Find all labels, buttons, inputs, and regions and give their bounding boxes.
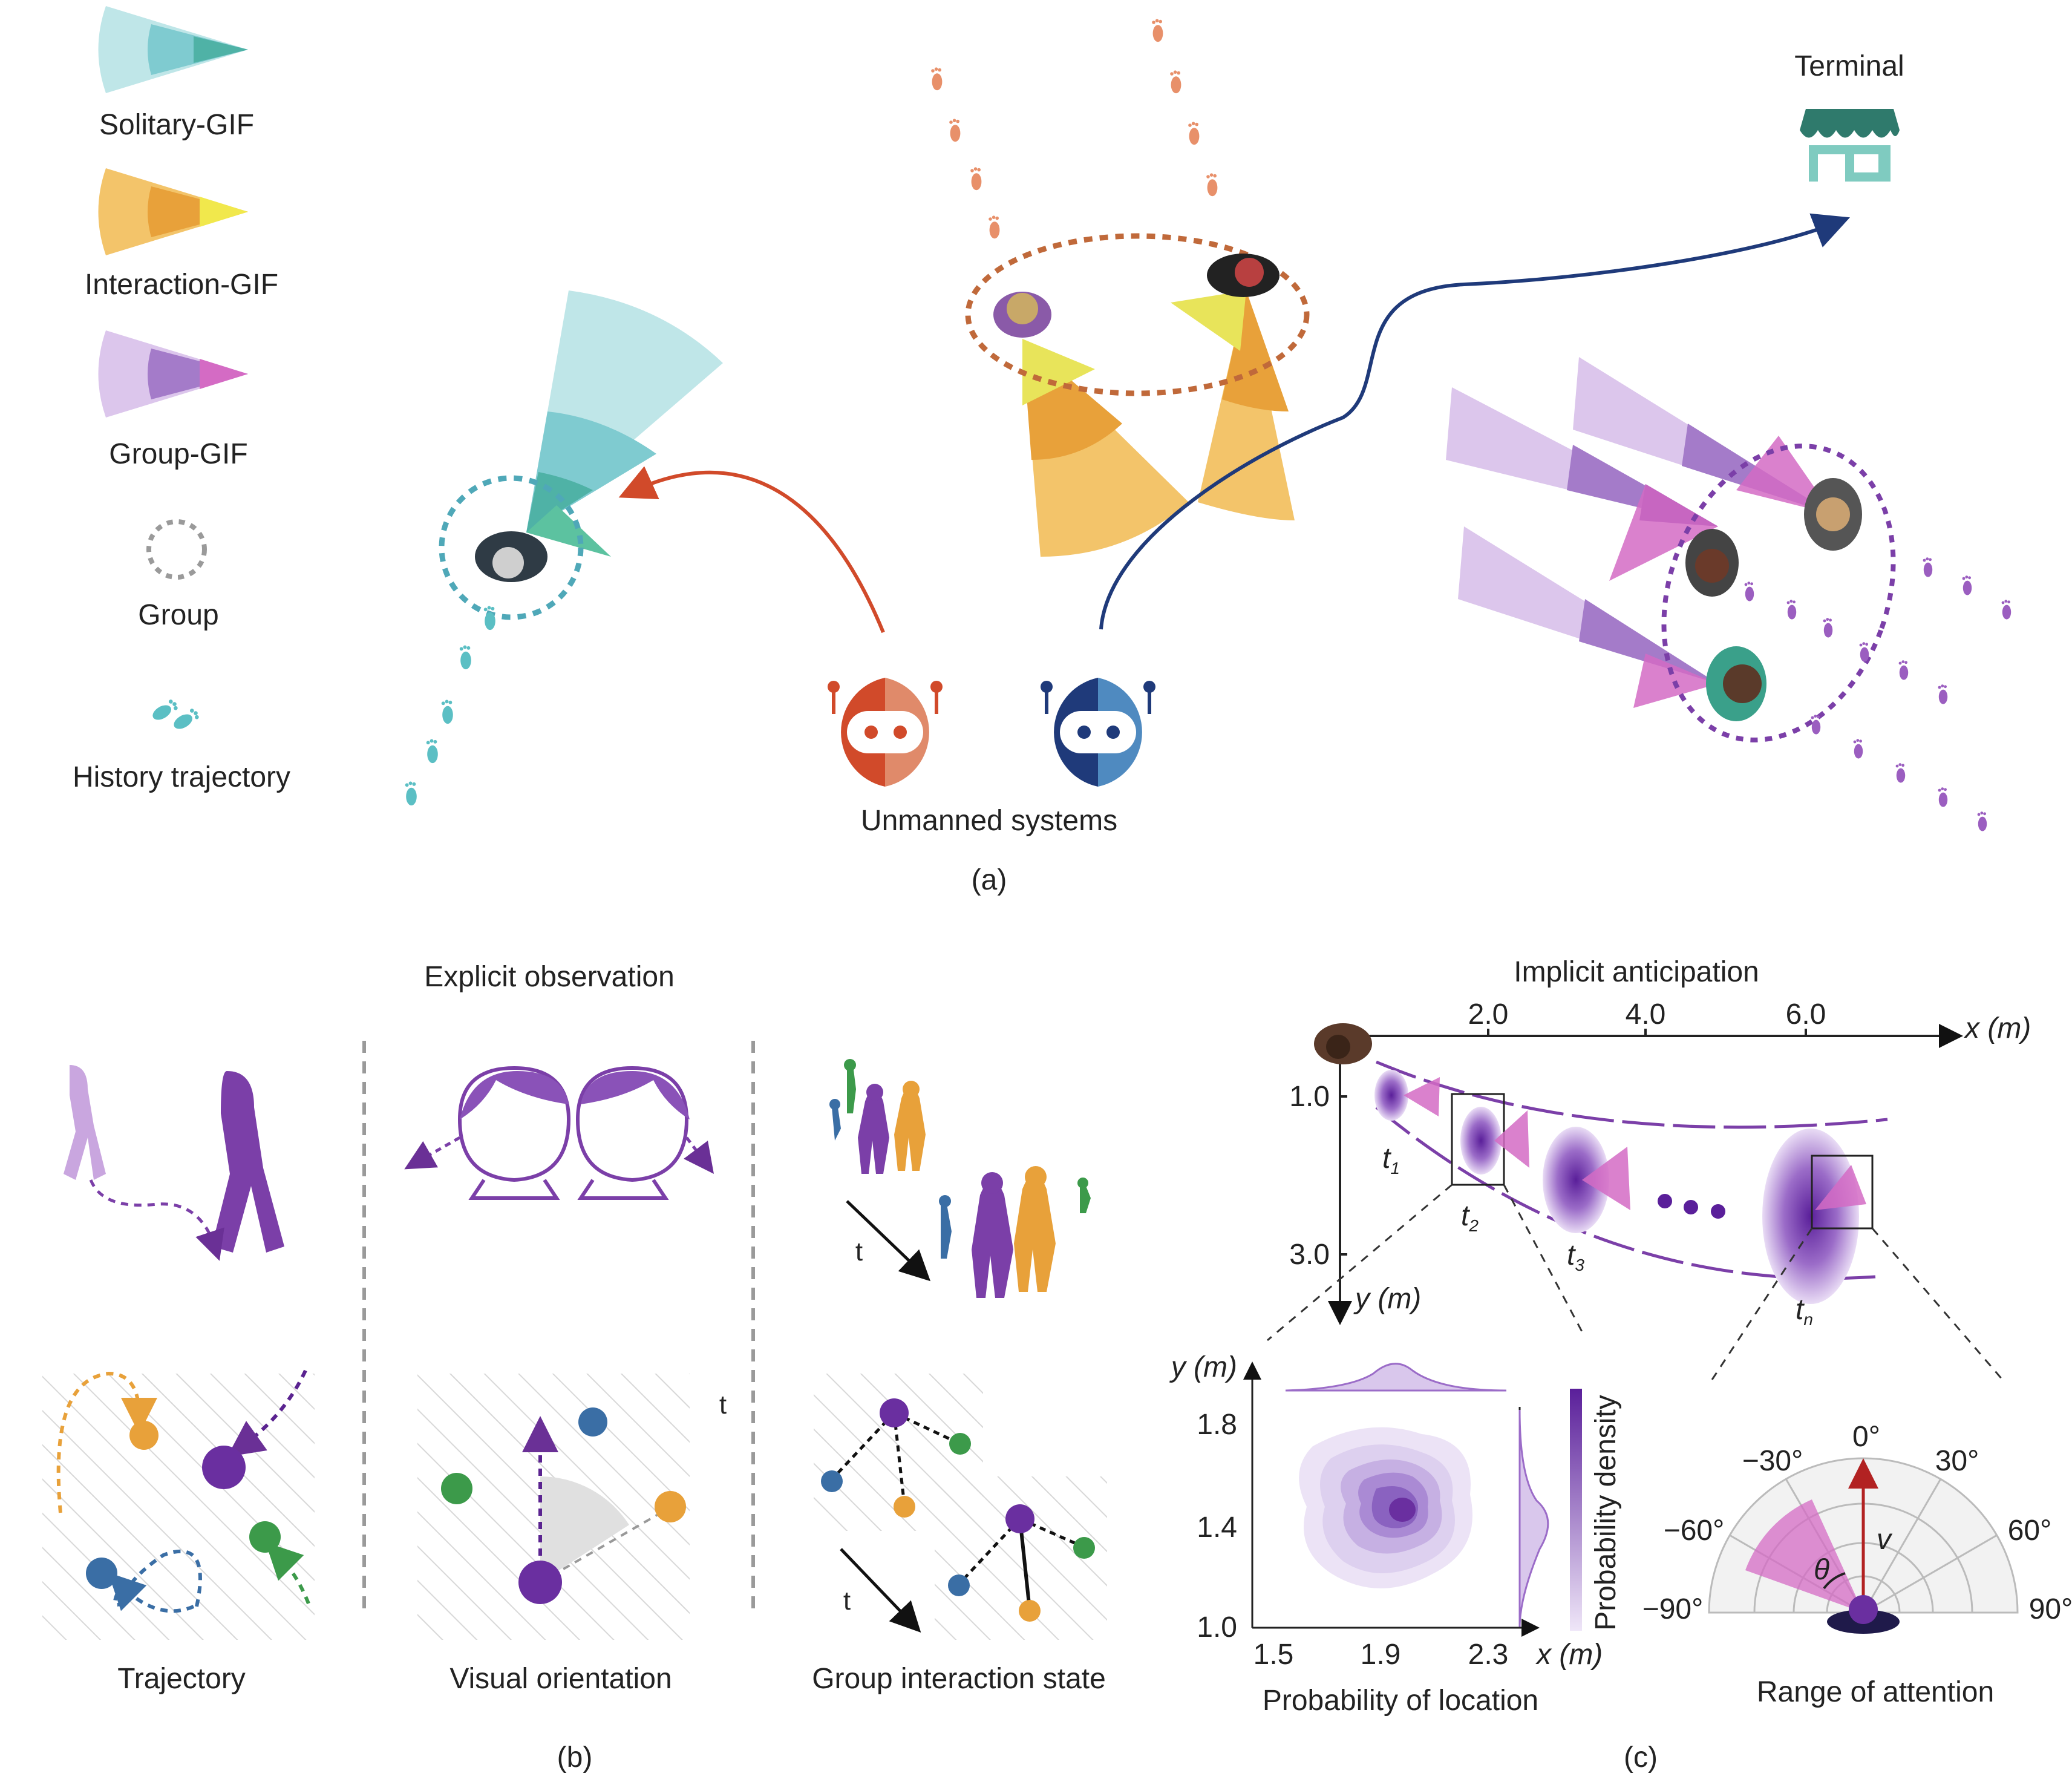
- polar-angle-neg90: −90°: [1642, 1593, 1704, 1625]
- explicit-observation-title: Explicit observation: [424, 961, 675, 993]
- polar-attention-plot: [1708, 1457, 2019, 1634]
- interaction-pair: [931, 19, 1310, 557]
- panel-b-caption: (b): [557, 1741, 593, 1774]
- panel-c: Implicit anticipation x (m) y (m) 2.0 4.…: [1169, 956, 2072, 1774]
- legend-group-circle-label: Group: [138, 599, 218, 631]
- group-gif-icon: [98, 330, 248, 418]
- implicit-anticipation-title: Implicit anticipation: [1514, 956, 1759, 988]
- ellipsis-dots: [1658, 1194, 1725, 1219]
- predicted-location-t3: [1543, 1127, 1630, 1233]
- solitary-gif-icon: [98, 6, 248, 93]
- solitary-pedestrian: [405, 290, 723, 806]
- footprint-icon: [149, 698, 201, 732]
- time-t1: t1: [1382, 1142, 1400, 1178]
- predicted-location-t2: [1451, 1093, 1529, 1186]
- group-interaction-illustration: [829, 1059, 1091, 1298]
- polar-title: Range of attention: [1757, 1676, 1994, 1708]
- t-label-group-top: t: [855, 1237, 863, 1266]
- polar-angle-90: 90°: [2029, 1593, 2072, 1625]
- x-tick-1: 2.0: [1468, 998, 1509, 1030]
- predicted-location-t1: [1374, 1070, 1440, 1121]
- time-t2: t2: [1461, 1200, 1479, 1235]
- interaction-footprints: [931, 19, 1218, 239]
- interaction-gif-icon: [98, 168, 248, 255]
- group-interaction-diagram: [814, 1374, 1107, 1640]
- density-x-tick-2: 1.9: [1361, 1639, 1401, 1671]
- group-interaction-label: Group interaction state: [812, 1663, 1106, 1695]
- density-y-tick-2: 1.4: [1197, 1512, 1237, 1544]
- zoom-line-right-2: [1871, 1228, 2004, 1380]
- terminal-label: Terminal: [1794, 50, 1904, 82]
- red-robot-path: [618, 466, 885, 634]
- x-tick-3: 6.0: [1786, 998, 1826, 1030]
- density-xlabel: Probability of location: [1263, 1685, 1538, 1717]
- zoom-line-left-2: [1503, 1184, 1586, 1338]
- polar-v-label: v: [1877, 1524, 1893, 1556]
- x-tick-2: 4.0: [1626, 998, 1666, 1030]
- legend-group-label: Group-GIF: [109, 438, 247, 470]
- visual-orientation-illustration: [404, 1066, 714, 1200]
- navy-robot-icon: [1041, 678, 1155, 787]
- polar-angle-neg60: −60°: [1664, 1515, 1725, 1547]
- trajectory-label: Trajectory: [117, 1663, 246, 1695]
- legend-solitary-label: Solitary-GIF: [99, 109, 254, 141]
- colorbar-label: Probability density: [1590, 1395, 1622, 1631]
- legend-history-label: History trajectory: [73, 761, 290, 793]
- panel-a-caption: (a): [972, 864, 1007, 896]
- panel-b: Explicit observation Trajectory: [42, 961, 1107, 1774]
- density-y-tick-1: 1.8: [1197, 1409, 1237, 1441]
- terminal-icon: [1800, 109, 1900, 182]
- polar-angle-neg30: −30°: [1742, 1445, 1803, 1477]
- trajectory-diagram: [42, 1369, 315, 1640]
- legend-interaction-label: Interaction-GIF: [85, 269, 278, 301]
- density-x-tick-3: 2.3: [1468, 1639, 1509, 1671]
- x-axis-label: x (m): [1964, 1012, 2031, 1044]
- predicted-location-tn: [1762, 1129, 1874, 1304]
- red-robot-icon: [828, 678, 943, 787]
- time-t3: t3: [1567, 1239, 1584, 1274]
- group-footprints: [1744, 557, 2012, 831]
- polar-theta-label: θ: [1814, 1554, 1829, 1586]
- density-y-unit: y (m): [1169, 1351, 1237, 1383]
- y-ticks: 1.0 3.0: [1289, 1081, 1347, 1271]
- polar-angle-60: 60°: [2008, 1515, 2052, 1547]
- x-ticks: 2.0 4.0 6.0: [1468, 998, 1826, 1036]
- polar-angle-0: 0°: [1852, 1421, 1880, 1453]
- solitary-footprints: [405, 606, 495, 806]
- density-plot: [1243, 1361, 1582, 1637]
- visual-orientation-diagram: [417, 1374, 690, 1640]
- panel-c-caption: (c): [1624, 1741, 1658, 1774]
- y-axis-label: y (m): [1353, 1283, 1421, 1315]
- density-x-tick-1: 1.5: [1253, 1639, 1294, 1671]
- density-x-unit: x (m): [1535, 1639, 1603, 1671]
- colorbar: [1570, 1389, 1582, 1631]
- density-y-tick-3: 1.0: [1197, 1611, 1237, 1643]
- group-circle-icon: [146, 519, 207, 580]
- polar-angle-30: 30°: [1935, 1445, 1979, 1477]
- t-label-group-bottom: t: [843, 1586, 851, 1616]
- panel-a: Terminal Unmanned systems: [405, 19, 2012, 896]
- unmanned-systems-label: Unmanned systems: [861, 805, 1117, 837]
- trajectory-illustration: [64, 1065, 284, 1261]
- legend: Solitary-GIF Interaction-GIF Group-GIF G…: [73, 6, 290, 793]
- walker-icon: [1314, 1023, 1372, 1064]
- navy-robot-path: [1099, 213, 1851, 630]
- visual-orientation-label: Visual orientation: [449, 1663, 672, 1695]
- group-three: [1446, 357, 2012, 831]
- y-tick-2: 3.0: [1289, 1239, 1330, 1271]
- t-label-orientation: t: [719, 1390, 727, 1420]
- y-tick-1: 1.0: [1289, 1081, 1330, 1113]
